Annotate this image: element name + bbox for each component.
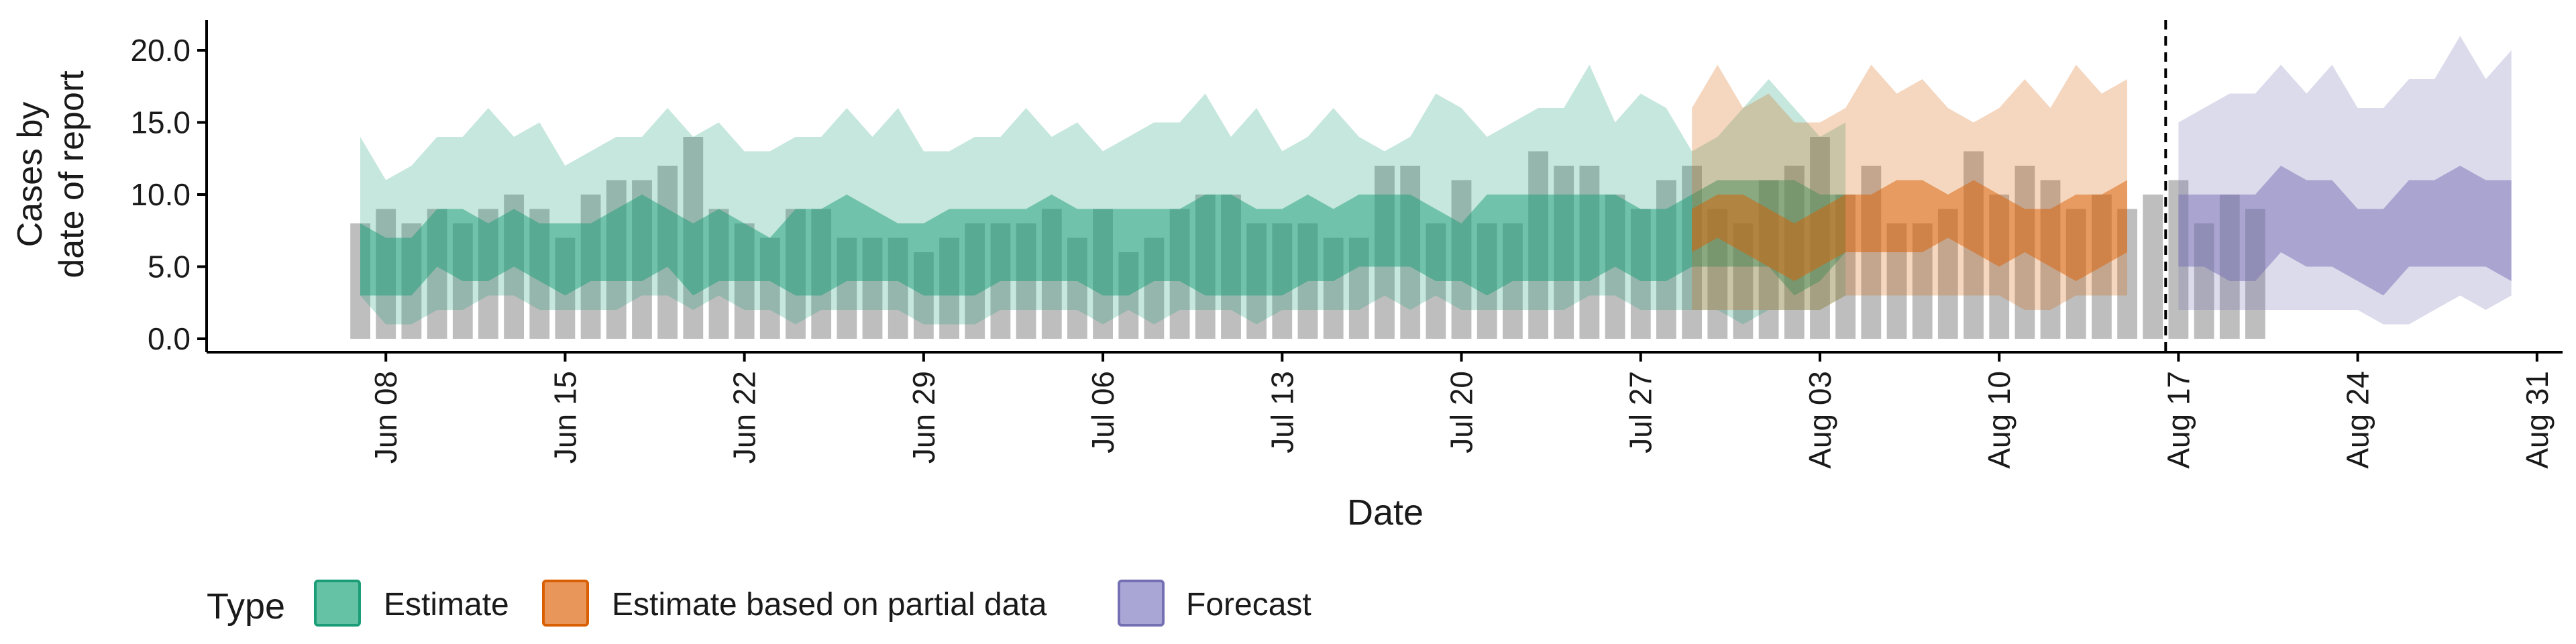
y-tick-label: 5.0	[148, 250, 191, 284]
x-tick-label: Jun 15	[547, 371, 582, 464]
x-tick-label: Aug 03	[1803, 371, 1837, 469]
reported-case-bar	[2143, 195, 2163, 339]
x-tick-label: Jul 27	[1623, 371, 1658, 453]
legend-label-estimate: Estimate	[384, 587, 509, 623]
y-axis-label-line-2: date of report	[52, 70, 91, 278]
x-tick-label: Aug 31	[2520, 371, 2555, 469]
estimate-based-on-partial-data-inner-band	[1692, 180, 2127, 281]
estimate-inner-band	[360, 180, 1846, 296]
y-tick-label: 20.0	[130, 33, 191, 68]
legend-item-partial: Estimate based on partial data	[542, 580, 1047, 627]
x-tick-label: Aug 24	[2341, 371, 2375, 469]
legend-key-forecast	[1118, 580, 1165, 627]
x-axis-label: Date	[1347, 492, 1424, 533]
legend-title: Type	[207, 586, 285, 627]
x-tick-label: Jun 08	[368, 371, 403, 464]
estimate-bands	[360, 36, 2512, 325]
y-axis-label-line-1: Cases by	[11, 102, 50, 248]
x-tick-label: Jul 06	[1085, 371, 1120, 453]
legend-item-forecast: Forecast	[1118, 580, 1311, 627]
x-tick-label: Jun 29	[906, 371, 941, 464]
legend-item-estimate: Estimate	[314, 580, 509, 627]
legend-key-partial	[542, 580, 589, 627]
y-tick-label: 15.0	[130, 105, 191, 140]
legend-label-partial: Estimate based on partial data	[612, 587, 1047, 623]
x-tick-label: Aug 10	[1982, 371, 2017, 469]
legend-label-forecast: Forecast	[1186, 587, 1311, 623]
x-axis-ticks: Jun 08 Jun 15 Jun 22 Jun 29 Jul 06 Jul 13 Jul …	[368, 352, 2555, 469]
x-tick-label: Jul 20	[1444, 371, 1479, 453]
forecast-inner-band	[2178, 166, 2512, 296]
legend-key-estimate	[314, 580, 361, 627]
y-tick-label: 10.0	[130, 177, 191, 212]
legend: Type Estimate Estimate based on partial …	[207, 580, 1311, 627]
x-tick-label: Jun 22	[727, 371, 762, 464]
y-tick-label: 0.0	[148, 321, 191, 356]
x-tick-label: Aug 17	[2161, 371, 2196, 469]
x-tick-label: Jul 13	[1265, 371, 1299, 453]
y-axis-ticks: 0.0 5.0 10.0 15.0 20.0	[130, 33, 207, 356]
